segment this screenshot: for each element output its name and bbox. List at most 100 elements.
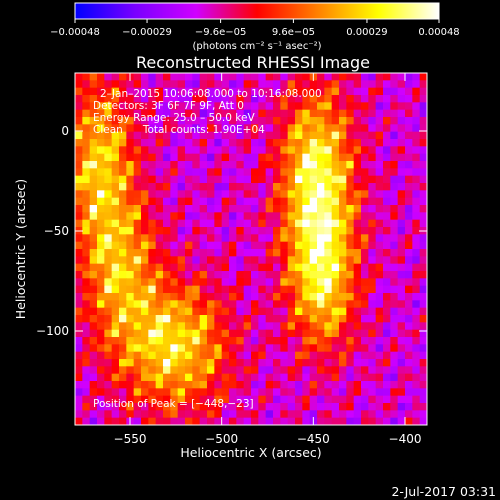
heatmap-cell xyxy=(353,307,362,316)
heatmap-cell xyxy=(295,87,303,96)
heatmap-cell xyxy=(141,234,149,243)
heatmap-cell xyxy=(317,197,325,206)
heatmap-cell xyxy=(295,131,303,140)
y-tick-label: 0 xyxy=(61,124,69,138)
heatmap-cell xyxy=(302,395,311,404)
heatmap-cell xyxy=(317,337,325,345)
heatmap-cell xyxy=(163,249,171,257)
heatmap-cell xyxy=(214,212,223,221)
heatmap-cell xyxy=(236,410,245,419)
heatmap-cell xyxy=(221,300,230,309)
heatmap-cell xyxy=(302,95,311,103)
heatmap-cell xyxy=(104,212,113,221)
heatmap-cell xyxy=(339,131,347,140)
heatmap-cell xyxy=(309,359,318,367)
heatmap-cell xyxy=(221,322,230,331)
heatmap-cell xyxy=(302,388,311,397)
heatmap-cell xyxy=(375,241,384,250)
heatmap-cell xyxy=(339,337,347,345)
heatmap-cell xyxy=(273,153,281,162)
heatmap-cell xyxy=(236,146,245,155)
heatmap-cell xyxy=(97,183,105,191)
heatmap-cell xyxy=(221,410,230,419)
heatmap-cell xyxy=(104,168,113,177)
heatmap-cell xyxy=(287,249,296,257)
heatmap-cell xyxy=(375,322,384,331)
heatmap-cell xyxy=(346,168,355,177)
heatmap-cell xyxy=(397,410,406,419)
heatmap-cell xyxy=(185,307,193,316)
heatmap-cell xyxy=(75,381,83,389)
heatmap-cell xyxy=(111,197,120,206)
heatmap-cell xyxy=(104,307,113,316)
heatmap-cell xyxy=(412,373,421,382)
heatmap-cell xyxy=(229,307,237,316)
heatmap-cell xyxy=(397,359,406,367)
heatmap-cell xyxy=(280,329,289,338)
heatmap-cell xyxy=(119,373,127,382)
heatmap-cell xyxy=(390,212,399,221)
heatmap-cell xyxy=(104,249,113,257)
heatmap-cell xyxy=(141,183,149,191)
heatmap-cell xyxy=(82,322,91,331)
heatmap-cell xyxy=(236,205,245,213)
heatmap-cell xyxy=(317,234,325,243)
heatmap-cell xyxy=(331,263,340,272)
heatmap-cell xyxy=(111,403,120,411)
heatmap-cell xyxy=(75,344,83,353)
heatmap-cell xyxy=(419,73,427,81)
heatmap-cell xyxy=(207,219,215,228)
heatmap-cell xyxy=(375,271,384,279)
heatmap-cell xyxy=(361,388,369,397)
heatmap-cell xyxy=(361,227,369,235)
heatmap-cell xyxy=(170,131,179,140)
heatmap-cell xyxy=(185,161,193,169)
heatmap-cell xyxy=(375,329,384,338)
heatmap-cell xyxy=(111,300,120,309)
heatmap-cell xyxy=(236,285,245,294)
heatmap-cell xyxy=(177,366,186,375)
heatmap-cell xyxy=(265,234,274,243)
heatmap-cell xyxy=(265,300,274,309)
heatmap-cell xyxy=(265,366,274,375)
heatmap-cell xyxy=(126,87,135,96)
heatmap-cell xyxy=(331,359,340,367)
heatmap-cell xyxy=(258,153,267,162)
heatmap-cell xyxy=(287,256,296,265)
heatmap-cell xyxy=(89,95,98,103)
heatmap-cell xyxy=(390,190,399,199)
heatmap-cell xyxy=(287,234,296,243)
heatmap-cell xyxy=(265,95,274,103)
heatmap-cell xyxy=(199,227,208,235)
heatmap-cell xyxy=(185,417,193,425)
heatmap-cell xyxy=(280,168,289,177)
heatmap-cell xyxy=(148,175,157,184)
heatmap-cell xyxy=(126,388,135,397)
heatmap-cell xyxy=(229,241,237,250)
heatmap-cell xyxy=(104,278,113,287)
heatmap-cell xyxy=(148,410,157,419)
heatmap-cell xyxy=(75,278,83,287)
heatmap-cell xyxy=(295,175,303,184)
heatmap-cell xyxy=(309,337,318,345)
heatmap-cell xyxy=(295,234,303,243)
heatmap-cell xyxy=(243,278,252,287)
heatmap-cell xyxy=(229,146,237,155)
heatmap-cell xyxy=(419,183,427,191)
heatmap-cell xyxy=(214,117,223,125)
heatmap-cell xyxy=(126,395,135,404)
heatmap-cell xyxy=(207,234,215,243)
heatmap-cell xyxy=(251,263,259,272)
heatmap-cell xyxy=(280,131,289,140)
heatmap-cell xyxy=(302,241,311,250)
heatmap-cell xyxy=(273,359,281,367)
heatmap-cell xyxy=(309,175,318,184)
heatmap-cell xyxy=(111,168,120,177)
heatmap-cell xyxy=(229,300,237,309)
heatmap-cell xyxy=(390,124,399,133)
heatmap-cell xyxy=(375,300,384,309)
heatmap-cell xyxy=(317,249,325,257)
heatmap-cell xyxy=(419,109,427,118)
heatmap-cell xyxy=(119,410,127,419)
heatmap-cell xyxy=(170,80,179,89)
